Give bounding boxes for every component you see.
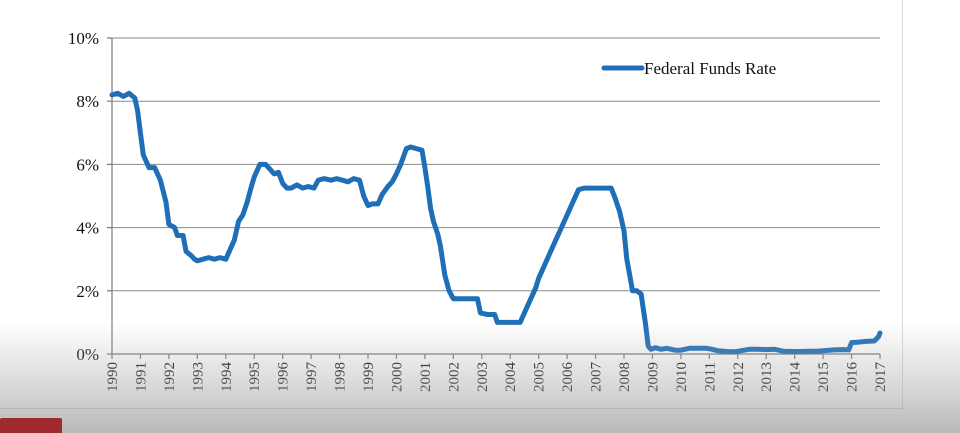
x-tick-label: 2014	[788, 362, 804, 393]
channel-logo-badge	[0, 418, 62, 433]
x-tick-label: 1995	[247, 362, 263, 392]
axes	[107, 37, 881, 359]
x-tick-label: 1998	[333, 362, 349, 392]
x-tick-label: 2010	[674, 362, 690, 392]
x-tick-label: 1999	[361, 362, 377, 392]
y-tick-label: 2%	[76, 282, 99, 301]
x-tick-label: 2003	[475, 362, 491, 392]
x-tick-label: 2011	[702, 362, 718, 391]
y-tick-label: 6%	[76, 155, 99, 174]
x-tick-label: 1991	[133, 362, 149, 392]
x-axis-tick-labels: 1990 1991 1992 1993 1994 1995 1996 1997 1998 1999…	[105, 362, 889, 393]
legend-label-federal-funds-rate: Federal Funds Rate	[644, 59, 776, 78]
x-tick-label: 1992	[162, 362, 178, 392]
x-tick-label: 2016	[845, 362, 861, 393]
x-tick-label: 2007	[589, 362, 605, 393]
x-tick-label: 1994	[219, 362, 235, 393]
x-tick-label: 2009	[645, 362, 661, 392]
x-tick-label: 1993	[190, 362, 206, 392]
legend: Federal Funds Rate	[601, 59, 776, 78]
x-tick-label: 2012	[731, 362, 747, 392]
y-axis-tick-labels: 0% 2% 4% 6% 8% 10%	[68, 29, 99, 364]
y-tick-label: 0%	[76, 345, 99, 364]
x-tick-label: 2002	[446, 362, 462, 392]
y-tick-label: 10%	[68, 29, 99, 48]
gridlines	[112, 37, 880, 292]
x-tick-label: 2004	[503, 362, 519, 393]
frame-border-bottom	[0, 408, 903, 409]
x-tick-label: 2000	[389, 362, 405, 392]
frame-border-right	[902, 0, 903, 410]
series-line-federal-funds-rate	[109, 90, 883, 355]
x-tick-label: 1990	[105, 362, 121, 392]
y-tick-label: 4%	[76, 219, 99, 238]
x-tick-label: 2015	[816, 362, 832, 392]
x-tick-label: 2005	[532, 362, 548, 392]
x-tick-label: 2013	[759, 362, 775, 392]
x-tick-label: 2006	[560, 362, 576, 393]
x-tick-label: 2008	[617, 362, 633, 392]
x-tick-label: 2017	[873, 362, 889, 393]
x-tick-label: 1997	[304, 362, 320, 393]
y-tick-label: 8%	[76, 92, 99, 111]
x-tick-label: 1996	[276, 362, 292, 393]
x-tick-label: 2001	[418, 362, 434, 392]
series-layer	[109, 90, 883, 355]
